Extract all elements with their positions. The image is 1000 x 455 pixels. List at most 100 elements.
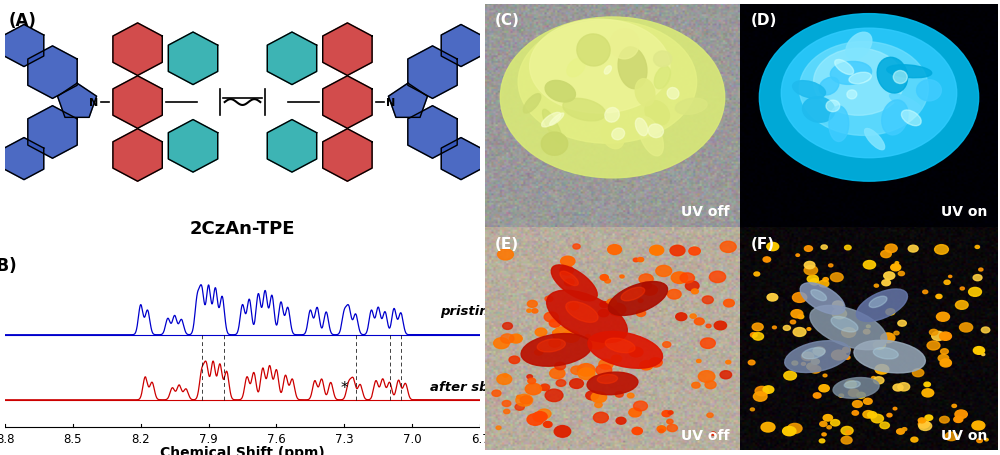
Ellipse shape xyxy=(611,355,622,363)
Ellipse shape xyxy=(945,432,958,441)
Ellipse shape xyxy=(882,101,908,136)
Ellipse shape xyxy=(981,327,990,333)
Ellipse shape xyxy=(940,332,951,341)
Ellipse shape xyxy=(527,301,537,308)
Ellipse shape xyxy=(554,426,571,437)
Ellipse shape xyxy=(941,349,948,354)
Ellipse shape xyxy=(881,333,895,343)
Ellipse shape xyxy=(527,414,544,425)
Ellipse shape xyxy=(935,245,948,255)
Ellipse shape xyxy=(793,328,806,337)
Ellipse shape xyxy=(551,265,597,301)
Ellipse shape xyxy=(541,133,568,156)
Ellipse shape xyxy=(753,333,764,340)
Ellipse shape xyxy=(912,369,924,377)
Ellipse shape xyxy=(509,356,520,364)
Ellipse shape xyxy=(807,275,818,283)
Ellipse shape xyxy=(500,18,725,178)
Ellipse shape xyxy=(885,245,897,253)
Ellipse shape xyxy=(811,290,827,301)
Polygon shape xyxy=(168,120,218,173)
Ellipse shape xyxy=(714,321,727,330)
Ellipse shape xyxy=(833,301,843,309)
Ellipse shape xyxy=(973,347,985,354)
Ellipse shape xyxy=(498,249,513,260)
Ellipse shape xyxy=(890,95,921,111)
Ellipse shape xyxy=(807,328,811,331)
Ellipse shape xyxy=(632,427,642,435)
Ellipse shape xyxy=(938,355,949,362)
Ellipse shape xyxy=(807,363,817,370)
Ellipse shape xyxy=(636,310,646,317)
Ellipse shape xyxy=(668,411,673,415)
Ellipse shape xyxy=(982,354,985,356)
Ellipse shape xyxy=(799,42,928,136)
Text: (E): (E) xyxy=(495,237,519,251)
Ellipse shape xyxy=(819,281,829,288)
Ellipse shape xyxy=(846,380,856,388)
Ellipse shape xyxy=(841,436,852,444)
Ellipse shape xyxy=(527,375,532,379)
Text: N: N xyxy=(386,98,396,108)
Ellipse shape xyxy=(898,321,906,327)
Ellipse shape xyxy=(823,374,827,377)
Ellipse shape xyxy=(902,428,907,431)
Polygon shape xyxy=(441,138,481,180)
Ellipse shape xyxy=(542,113,561,128)
Ellipse shape xyxy=(919,422,932,430)
Ellipse shape xyxy=(781,29,957,158)
Ellipse shape xyxy=(556,380,566,387)
Ellipse shape xyxy=(819,385,829,392)
Ellipse shape xyxy=(845,246,851,250)
Ellipse shape xyxy=(960,288,964,290)
Ellipse shape xyxy=(586,391,598,400)
Ellipse shape xyxy=(616,417,626,424)
Ellipse shape xyxy=(600,275,608,281)
Ellipse shape xyxy=(783,426,796,436)
Text: UV on: UV on xyxy=(941,205,988,218)
Ellipse shape xyxy=(750,333,757,338)
Ellipse shape xyxy=(547,291,627,343)
Ellipse shape xyxy=(887,414,892,417)
Ellipse shape xyxy=(845,356,850,359)
Ellipse shape xyxy=(527,309,531,313)
Ellipse shape xyxy=(694,318,704,325)
Ellipse shape xyxy=(563,99,606,121)
Ellipse shape xyxy=(635,119,648,136)
Ellipse shape xyxy=(698,371,715,383)
Polygon shape xyxy=(388,84,427,118)
Ellipse shape xyxy=(871,415,883,423)
Ellipse shape xyxy=(675,99,707,115)
Ellipse shape xyxy=(671,272,688,284)
Ellipse shape xyxy=(545,81,575,103)
Ellipse shape xyxy=(503,323,512,330)
Ellipse shape xyxy=(763,257,771,263)
Ellipse shape xyxy=(813,393,821,398)
Ellipse shape xyxy=(954,416,963,423)
Ellipse shape xyxy=(540,385,547,390)
Ellipse shape xyxy=(871,377,876,379)
Ellipse shape xyxy=(535,350,543,355)
Ellipse shape xyxy=(790,320,796,324)
Ellipse shape xyxy=(842,328,856,338)
Ellipse shape xyxy=(929,329,938,335)
Ellipse shape xyxy=(535,329,547,337)
Ellipse shape xyxy=(502,400,511,407)
Ellipse shape xyxy=(532,309,538,313)
Ellipse shape xyxy=(752,324,763,331)
Ellipse shape xyxy=(802,348,825,359)
Ellipse shape xyxy=(874,284,878,288)
Ellipse shape xyxy=(927,341,940,350)
Ellipse shape xyxy=(705,381,716,389)
Ellipse shape xyxy=(662,411,671,417)
Ellipse shape xyxy=(537,339,565,352)
Ellipse shape xyxy=(955,410,967,419)
Ellipse shape xyxy=(750,408,754,411)
Ellipse shape xyxy=(869,297,887,308)
Ellipse shape xyxy=(783,326,790,331)
Ellipse shape xyxy=(550,368,565,379)
Polygon shape xyxy=(113,129,162,182)
Ellipse shape xyxy=(863,261,876,269)
Ellipse shape xyxy=(955,301,968,310)
Ellipse shape xyxy=(819,439,825,443)
